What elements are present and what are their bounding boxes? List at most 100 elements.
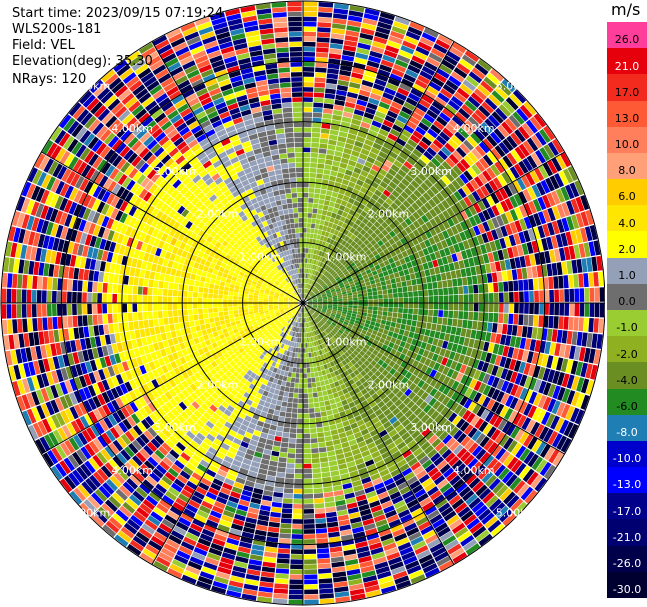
- velocity-cell: [492, 481, 505, 494]
- velocity-cell: [312, 473, 322, 479]
- velocity-cell: [369, 92, 382, 101]
- velocity-cell: [217, 524, 230, 533]
- velocity-cell: [372, 310, 378, 315]
- velocity-cell: [449, 441, 460, 452]
- velocity-cell: [264, 323, 270, 328]
- velocity-cell: [186, 395, 195, 404]
- velocity-cell: [320, 332, 325, 338]
- velocity-cell: [426, 109, 438, 120]
- velocity-cell: [129, 368, 138, 379]
- velocity-cell: [468, 294, 474, 303]
- velocity-cell: [586, 257, 593, 272]
- velocity-cell: [344, 101, 356, 109]
- velocity-cell: [376, 314, 383, 320]
- velocity-cell: [138, 375, 147, 386]
- velocity-cell: [156, 396, 165, 407]
- velocity-cell: [481, 471, 494, 484]
- velocity-cell: [416, 217, 425, 226]
- velocity-cell: [357, 214, 365, 222]
- velocity-cell: [420, 256, 427, 264]
- velocity-cell: [404, 388, 413, 397]
- velocity-cell: [534, 424, 545, 438]
- velocity-cell: [243, 403, 251, 411]
- velocity-cell: [519, 303, 524, 314]
- velocity-cell: [273, 345, 278, 351]
- velocity-cell: [518, 231, 526, 244]
- velocity-cell: [358, 37, 373, 46]
- velocity-cell: [367, 363, 374, 370]
- velocity-cell: [362, 292, 368, 297]
- velocity-cell: [329, 287, 335, 291]
- velocity-cell: [330, 355, 336, 361]
- velocity-cell: [530, 474, 543, 489]
- velocity-cell: [481, 232, 489, 244]
- velocity-cell: [314, 228, 319, 235]
- velocity-cell: [454, 201, 464, 212]
- velocity-cell: [182, 420, 192, 430]
- velocity-cell: [280, 343, 285, 349]
- velocity-cell: [276, 426, 284, 432]
- velocity-cell: [380, 244, 387, 251]
- velocity-cell: [199, 571, 215, 581]
- velocity-cell: [322, 296, 328, 299]
- velocity-cell: [355, 261, 362, 268]
- velocity-cell: [270, 511, 281, 518]
- velocity-cell: [558, 275, 564, 289]
- velocity-cell: [478, 312, 484, 322]
- velocity-cell: [373, 385, 381, 393]
- velocity-cell: [329, 262, 335, 268]
- velocity-cell: [575, 393, 585, 409]
- velocity-cell: [420, 558, 436, 569]
- velocity-cell: [432, 281, 438, 289]
- velocity-cell: [585, 209, 594, 225]
- velocity-cell: [421, 223, 429, 233]
- velocity-cell: [317, 296, 322, 300]
- velocity-cell: [303, 127, 312, 133]
- velocity-cell: [298, 398, 303, 404]
- velocity-cell: [342, 323, 348, 328]
- velocity-cell: [211, 412, 221, 421]
- velocity-cell: [275, 568, 290, 574]
- velocity-cell: [382, 311, 388, 316]
- velocity-cell: [384, 241, 391, 248]
- velocity-cell: [588, 318, 594, 333]
- velocity-cell: [450, 270, 457, 279]
- velocity-cell: [408, 344, 416, 352]
- velocity-cell: [449, 193, 459, 204]
- velocity-cell: [94, 422, 105, 435]
- velocity-cell: [448, 153, 460, 165]
- velocity-cell: [76, 466, 88, 480]
- velocity-cell: [117, 468, 129, 481]
- velocity-cell: [564, 344, 571, 359]
- velocity-cell: [16, 395, 26, 412]
- velocity-cell: [306, 368, 311, 373]
- velocity-cell: [334, 202, 341, 209]
- velocity-cell: [371, 88, 384, 96]
- velocity-cell: [401, 263, 408, 270]
- velocity-cell: [320, 380, 326, 387]
- velocity-cell: [453, 429, 463, 441]
- velocity-cell: [321, 123, 331, 129]
- velocity-cell: [421, 373, 429, 382]
- velocity-cell: [381, 369, 389, 377]
- velocity-cell: [321, 416, 329, 422]
- velocity-cell: [436, 555, 452, 567]
- velocity-cell: [448, 245, 456, 255]
- velocity-cell: [427, 316, 433, 323]
- velocity-cell: [514, 129, 526, 143]
- velocity-cell: [422, 283, 428, 290]
- velocity-cell: [384, 87, 397, 96]
- velocity-cell: [230, 575, 245, 584]
- velocity-cell: [318, 303, 323, 305]
- velocity-cell: [173, 417, 183, 428]
- velocity-cell: [335, 596, 351, 603]
- velocity-cell: [278, 416, 285, 422]
- velocity-cell: [420, 154, 430, 165]
- velocity-cell: [538, 315, 544, 328]
- velocity-cell: [441, 420, 452, 430]
- velocity-cell: [289, 314, 294, 319]
- velocity-cell: [421, 382, 430, 391]
- velocity-cell: [307, 305, 312, 308]
- velocity-cell: [321, 471, 331, 478]
- velocity-cell: [417, 41, 432, 52]
